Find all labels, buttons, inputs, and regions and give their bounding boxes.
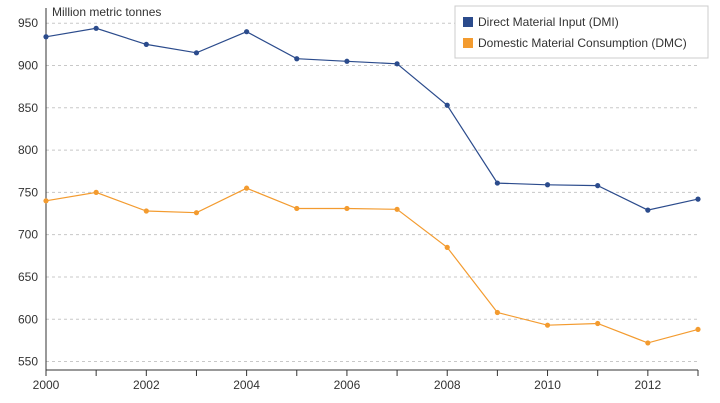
legend-swatch-dmi bbox=[463, 17, 473, 27]
data-point bbox=[494, 180, 500, 186]
x-tick-label: 2002 bbox=[133, 378, 160, 392]
y-tick-label: 650 bbox=[18, 270, 38, 284]
data-point bbox=[244, 185, 250, 191]
series-0 bbox=[43, 25, 701, 213]
series-line bbox=[45, 27, 699, 211]
data-point bbox=[595, 183, 601, 189]
y-tick-label: 950 bbox=[18, 16, 38, 30]
y-axis-tick-labels: 550 600 650 700 750 800 850 900 950 bbox=[18, 16, 38, 368]
data-point bbox=[394, 61, 400, 67]
data-point bbox=[143, 208, 149, 214]
y-tick-label: 850 bbox=[18, 101, 38, 115]
data-point bbox=[93, 25, 99, 31]
data-point bbox=[294, 56, 300, 62]
legend-label-dmc: Domestic Material Consumption (DMC) bbox=[478, 36, 687, 50]
data-point bbox=[193, 210, 200, 216]
y-tick-label: 750 bbox=[18, 185, 38, 199]
gridlines bbox=[46, 22, 698, 363]
data-point bbox=[93, 189, 99, 195]
y-tick-label: 600 bbox=[18, 312, 38, 326]
x-tick-label: 2010 bbox=[534, 378, 561, 392]
data-point bbox=[143, 41, 149, 47]
x-tick-label: 2000 bbox=[33, 378, 60, 392]
data-point bbox=[544, 182, 551, 188]
legend-swatch-dmc bbox=[463, 38, 473, 48]
data-point bbox=[294, 205, 300, 212]
x-tick-label: 2006 bbox=[334, 378, 361, 392]
data-point bbox=[344, 205, 350, 212]
series-line bbox=[45, 187, 699, 344]
data-point bbox=[444, 102, 450, 108]
data-point bbox=[544, 322, 551, 328]
data-point bbox=[444, 244, 450, 250]
data-point bbox=[494, 309, 500, 316]
y-tick-label: 700 bbox=[18, 228, 38, 242]
legend-label-dmi: Direct Material Input (DMI) bbox=[478, 15, 619, 29]
data-point bbox=[43, 198, 49, 204]
x-tick-label: 2008 bbox=[434, 378, 461, 392]
y-tick-label: 800 bbox=[18, 143, 38, 157]
data-point bbox=[695, 326, 701, 333]
x-tick-label: 2004 bbox=[233, 378, 260, 392]
y-tick-label: 550 bbox=[18, 355, 38, 369]
data-point bbox=[645, 340, 651, 346]
data-point bbox=[43, 34, 49, 40]
y-tick-label: 900 bbox=[18, 59, 38, 73]
data-point bbox=[695, 196, 701, 202]
data-point bbox=[595, 320, 601, 327]
data-point bbox=[394, 206, 400, 212]
data-point bbox=[645, 207, 651, 213]
y-axis-unit-label: Million metric tonnes bbox=[52, 5, 161, 19]
legend: Direct Material Input (DMI) Domestic Mat… bbox=[454, 5, 709, 59]
series-1 bbox=[43, 185, 701, 346]
legend-box bbox=[454, 5, 709, 59]
data-point bbox=[244, 29, 250, 35]
x-axis: 2000 2002 2004 2006 2008 2010 2012 bbox=[33, 8, 699, 392]
series-layer bbox=[43, 25, 701, 346]
x-tick-label: 2012 bbox=[634, 378, 661, 392]
data-point bbox=[344, 58, 350, 64]
data-point bbox=[193, 50, 200, 56]
